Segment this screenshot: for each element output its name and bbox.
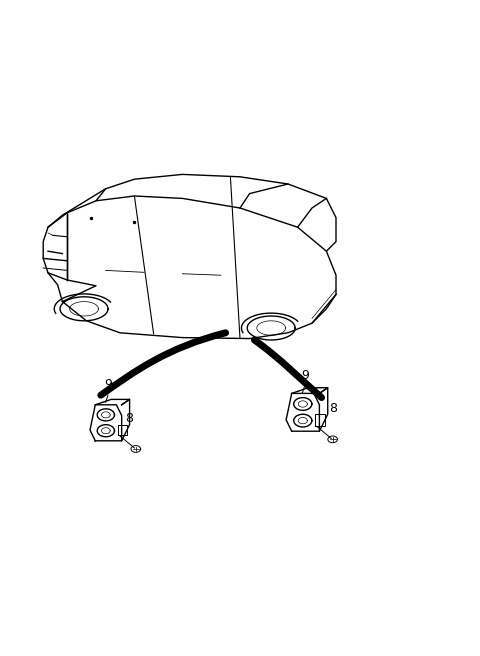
Text: 8: 8 — [329, 402, 336, 415]
Text: 9: 9 — [301, 369, 309, 382]
Text: 8: 8 — [126, 412, 133, 425]
Text: 9: 9 — [104, 379, 112, 392]
